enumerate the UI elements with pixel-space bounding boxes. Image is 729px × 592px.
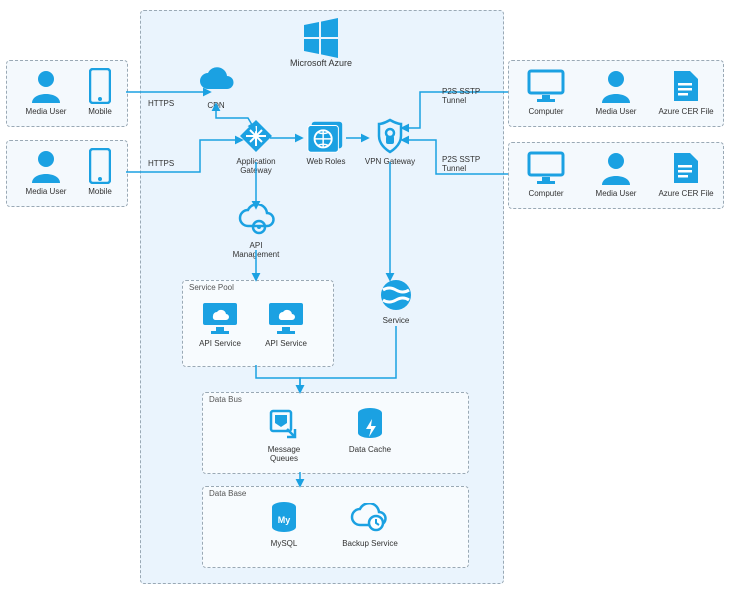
node-api-mgmt: API Management [226, 200, 286, 260]
node-label: Computer [516, 190, 576, 199]
user-icon [596, 66, 636, 106]
node-mysql: My MySQL [254, 498, 314, 549]
node-cer-br: Azure CER File [656, 148, 716, 199]
cloudcog-icon [236, 200, 276, 240]
node-label: VPN Gateway [360, 158, 420, 167]
monitor-icon [526, 66, 566, 106]
node-label: MySQL [254, 540, 314, 549]
node-label: Application Gateway [226, 158, 286, 176]
node-label: Computer [516, 108, 576, 117]
database-bolt-icon [350, 404, 390, 444]
node-media-user-bl: Media User [16, 146, 76, 197]
node-data-cache: Data Cache [340, 404, 400, 455]
node-msg-queues: Message Queues [254, 404, 314, 464]
queue-icon [264, 404, 304, 444]
monitor-cloud-icon [200, 298, 240, 338]
database-my-icon: My [264, 498, 304, 538]
node-label: Media User [586, 190, 646, 199]
user-icon [596, 148, 636, 188]
node-web-roles: Web Roles [296, 116, 356, 167]
edge-label: P2S SSTP Tunnel [442, 88, 502, 106]
node-label: Media User [586, 108, 646, 117]
node-media-user-tr: Media User [586, 66, 646, 117]
file-icon [666, 66, 706, 106]
edge-label: HTTPS [148, 160, 208, 169]
mobile-icon [80, 146, 120, 186]
node-label: Backup Service [340, 540, 400, 549]
cloud-clock-icon [350, 498, 390, 538]
node-label: Media User [16, 108, 76, 117]
node-label: Message Queues [254, 446, 314, 464]
user-icon [26, 66, 66, 106]
user-icon [26, 146, 66, 186]
node-label: Azure CER File [656, 190, 716, 199]
data-bus-group: Data Bus [202, 392, 469, 474]
node-api-svc-1: API Service [190, 298, 250, 349]
edge-label: P2S SSTP Tunnel [442, 156, 502, 174]
mobile-icon [80, 66, 120, 106]
node-mobile-tl: Mobile [70, 66, 130, 117]
node-label: Web Roles [296, 158, 356, 167]
appgw-icon [236, 116, 276, 156]
node-label: Service [366, 317, 426, 326]
node-label: Mobile [70, 188, 130, 197]
data-base-group: Data Base [202, 486, 469, 568]
monitor-icon [526, 148, 566, 188]
node-cer-tr: Azure CER File [656, 66, 716, 117]
windows-logo-icon [301, 18, 341, 60]
node-media-user-tl: Media User [16, 66, 76, 117]
edge-label: HTTPS [148, 100, 208, 109]
shield-icon [370, 116, 410, 156]
node-media-user-br: Media User [586, 148, 646, 199]
node-computer-br: Computer [516, 148, 576, 199]
node-label: Data Cache [340, 446, 400, 455]
node-computer-tr: Computer [516, 66, 576, 117]
web-icon [306, 116, 346, 156]
cloud-icon [196, 60, 236, 100]
monitor-cloud-icon [266, 298, 306, 338]
svg-text:My: My [278, 515, 291, 525]
node-label: API Service [256, 340, 316, 349]
node-label: Mobile [70, 108, 130, 117]
node-label: API Service [190, 340, 250, 349]
file-icon [666, 148, 706, 188]
node-mobile-bl: Mobile [70, 146, 130, 197]
globe-icon [376, 275, 416, 315]
node-label: Media User [16, 188, 76, 197]
node-label: Azure CER File [656, 108, 716, 117]
node-backup: Backup Service [340, 498, 400, 549]
node-service: Service [366, 275, 426, 326]
node-app-gateway: Application Gateway [226, 116, 286, 176]
node-api-svc-2: API Service [256, 298, 316, 349]
node-label: API Management [226, 242, 286, 260]
node-vpn-gateway: VPN Gateway [360, 116, 420, 167]
